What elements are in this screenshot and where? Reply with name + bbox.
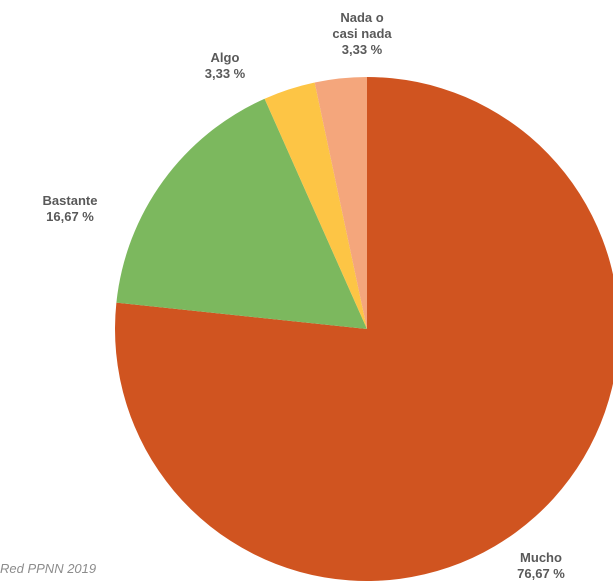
pie-slice-1 bbox=[116, 98, 367, 330]
pie-slice-0 bbox=[115, 77, 613, 581]
pie-slice-2 bbox=[264, 82, 367, 329]
source-note: Red PPNN 2019 bbox=[0, 561, 97, 576]
pie-slice-label-3: casi nada bbox=[332, 26, 392, 41]
pie-slice-value-0: 76,67 % bbox=[517, 566, 565, 581]
pie-slice-value-3: 3,33 % bbox=[342, 42, 383, 57]
pie-slice-3 bbox=[314, 77, 367, 329]
pie-slice-label-2: Algo bbox=[211, 50, 240, 65]
pie-slice-value-1: 16,67 % bbox=[46, 209, 94, 224]
pie-slices bbox=[115, 77, 613, 581]
pie-slice-label-1: Bastante bbox=[43, 193, 98, 208]
pie-slice-label-3: Nada o bbox=[340, 10, 383, 25]
pie-slice-label-0: Mucho bbox=[520, 550, 562, 565]
pie-slice-value-2: 3,33 % bbox=[205, 66, 246, 81]
